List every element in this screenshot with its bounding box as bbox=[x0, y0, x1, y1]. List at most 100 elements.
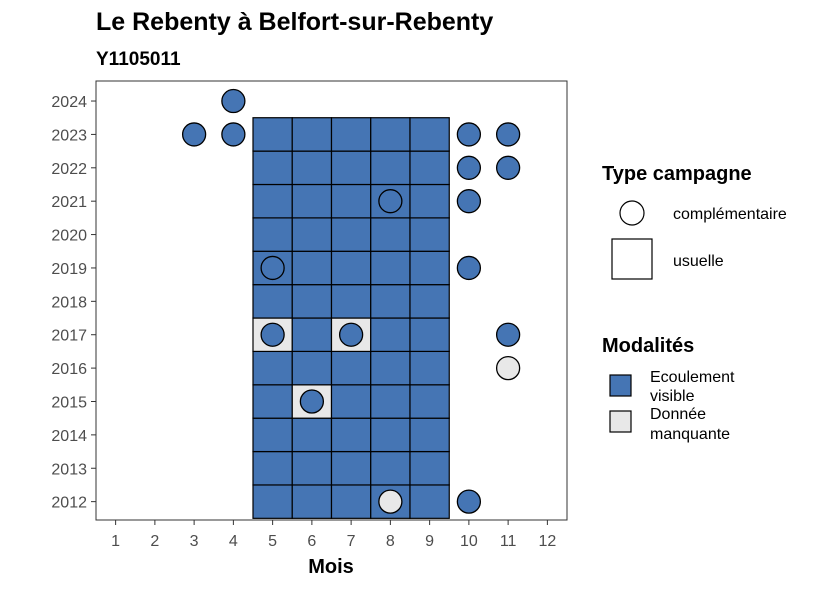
square-cell bbox=[291, 350, 333, 386]
data-point bbox=[338, 322, 364, 347]
data-point bbox=[495, 322, 521, 347]
plot-panel-border bbox=[95, 80, 568, 521]
square-cell bbox=[330, 384, 372, 419]
square-cell bbox=[330, 450, 372, 486]
square-cell bbox=[252, 350, 293, 386]
square-cell bbox=[291, 317, 333, 353]
square-cell bbox=[291, 117, 333, 152]
legend-ecoulement-line2: visible bbox=[650, 388, 695, 405]
x-tick-label: 6 bbox=[307, 533, 316, 550]
square-cell bbox=[252, 384, 293, 419]
squares-layer bbox=[252, 117, 450, 519]
square-cell bbox=[252, 284, 293, 319]
legend-item-usuelle: usuelle bbox=[673, 253, 724, 270]
data-point bbox=[378, 189, 403, 214]
square-cell bbox=[409, 417, 450, 453]
y-tick-label: 2021 bbox=[51, 194, 87, 211]
square-cell bbox=[252, 417, 293, 453]
data-point bbox=[495, 122, 521, 147]
square-cell bbox=[330, 417, 372, 453]
square-cell bbox=[291, 217, 333, 252]
square-cell bbox=[370, 284, 411, 319]
y-tick-label: 2015 bbox=[51, 394, 87, 411]
data-point bbox=[378, 489, 403, 514]
square-cell bbox=[291, 484, 333, 519]
square-cell bbox=[330, 117, 372, 152]
y-tick-label: 2019 bbox=[51, 261, 87, 278]
square-cell bbox=[252, 183, 293, 219]
square-cell bbox=[409, 350, 450, 386]
square-cell bbox=[252, 484, 293, 519]
x-tick-label: 4 bbox=[229, 533, 238, 550]
data-point bbox=[299, 389, 325, 414]
square-cell bbox=[291, 250, 333, 286]
data-point bbox=[221, 122, 246, 147]
data-point bbox=[456, 255, 482, 281]
square-cell bbox=[409, 250, 450, 286]
square-cell bbox=[291, 150, 333, 186]
y-tick-label: 2020 bbox=[51, 228, 87, 245]
square-cell bbox=[291, 417, 333, 453]
legend-circle-key bbox=[619, 200, 645, 226]
square-cell bbox=[291, 183, 333, 219]
legend-item-complementaire: complémentaire bbox=[673, 206, 787, 223]
x-tick-label: 12 bbox=[538, 533, 556, 550]
square-cell bbox=[330, 183, 372, 219]
data-point bbox=[181, 122, 207, 147]
square-cell bbox=[409, 217, 450, 252]
y-tick-label: 2022 bbox=[51, 161, 87, 178]
data-point bbox=[456, 189, 482, 214]
x-tick-label: 7 bbox=[347, 533, 356, 550]
square-cell bbox=[409, 384, 450, 419]
square-cell bbox=[409, 183, 450, 219]
square-cell bbox=[409, 117, 450, 152]
data-point bbox=[260, 322, 285, 347]
y-tick-label: 2023 bbox=[51, 127, 87, 144]
chart-subtitle: Y1105011 bbox=[96, 49, 181, 70]
y-tick-label: 2014 bbox=[51, 428, 87, 445]
square-cell bbox=[409, 317, 450, 353]
square-cell bbox=[409, 284, 450, 319]
square-cell bbox=[370, 350, 411, 386]
square-cell bbox=[330, 484, 372, 519]
x-tick-label: 8 bbox=[386, 533, 395, 550]
y-tick-label: 2013 bbox=[51, 461, 87, 478]
square-cell bbox=[330, 350, 372, 386]
square-cell bbox=[330, 250, 372, 286]
square-cell bbox=[330, 284, 372, 319]
data-point bbox=[260, 255, 285, 281]
square-cell bbox=[370, 250, 411, 286]
square-cell bbox=[370, 150, 411, 186]
data-point bbox=[495, 155, 521, 180]
legend-ecoulement-line1: Ecoulement bbox=[650, 369, 735, 386]
square-cell bbox=[291, 450, 333, 486]
legend: Type campagne complémentaire usuelle Mod… bbox=[602, 163, 787, 443]
x-tick-label: 5 bbox=[268, 533, 277, 550]
legend-type-title: Type campagne bbox=[602, 163, 752, 185]
legend-ecoulement-swatch bbox=[609, 374, 632, 397]
x-axis: 1 2 3 4 5 6 7 8 9 10 11 12 bbox=[111, 520, 556, 550]
y-tick-label: 2024 bbox=[51, 94, 87, 111]
square-cell bbox=[409, 450, 450, 486]
y-tick-label: 2016 bbox=[51, 361, 87, 378]
square-cell bbox=[409, 150, 450, 186]
legend-manquante-line2: manquante bbox=[650, 426, 730, 443]
square-cell bbox=[409, 484, 450, 519]
square-cell bbox=[370, 217, 411, 252]
data-point bbox=[456, 489, 482, 514]
data-point bbox=[495, 355, 521, 381]
legend-manquante-line1: Donnée bbox=[650, 406, 706, 423]
x-axis-label: Mois bbox=[308, 556, 354, 578]
x-tick-label: 2 bbox=[150, 533, 159, 550]
square-cell bbox=[291, 284, 333, 319]
data-point bbox=[221, 88, 246, 114]
chart-title: Le Rebenty à Belfort-sur-Rebenty bbox=[96, 8, 493, 36]
data-point bbox=[456, 122, 482, 147]
square-cell bbox=[370, 450, 411, 486]
y-tick-label: 2018 bbox=[51, 294, 87, 311]
y-axis: 2012 2013 2014 2015 2016 2017 2018 2019 2020 2021… bbox=[51, 94, 96, 512]
y-tick-label: 2017 bbox=[51, 328, 87, 345]
x-tick-label: 3 bbox=[190, 533, 199, 550]
legend-square-key bbox=[611, 238, 653, 280]
